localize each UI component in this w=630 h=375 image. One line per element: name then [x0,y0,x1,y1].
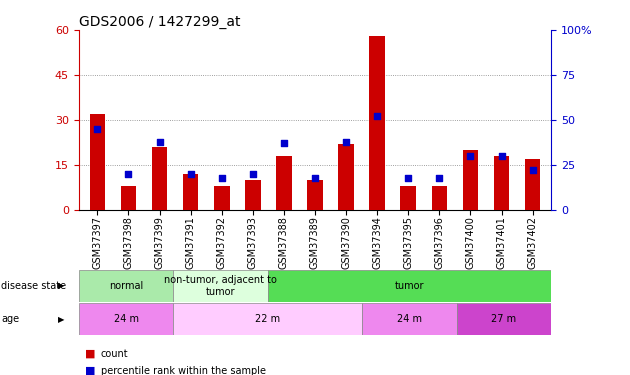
Bar [173,270,268,302]
Text: 24 m: 24 m [113,314,139,324]
Bar [525,159,541,210]
Point [248,171,258,177]
Text: percentile rank within the sample: percentile rank within the sample [101,366,266,375]
Point [527,167,537,173]
Point [434,175,444,181]
Bar [214,186,229,210]
Point [466,153,476,159]
Bar [276,156,292,210]
Bar [79,303,173,335]
Bar [307,180,323,210]
Bar [121,186,136,210]
Bar [183,174,198,210]
Point [279,140,289,146]
Bar [79,270,173,302]
Text: age: age [1,314,20,324]
Text: count: count [101,349,129,359]
Bar [173,303,362,335]
Text: GDS2006 / 1427299_at: GDS2006 / 1427299_at [79,15,240,29]
Point [310,175,320,181]
Text: non-tumor, adjacent to
tumor: non-tumor, adjacent to tumor [164,275,277,297]
Text: 22 m: 22 m [255,314,280,324]
Bar [152,147,168,210]
Text: tumor: tumor [395,281,424,291]
Point [217,175,227,181]
Bar [338,144,354,210]
Bar [268,270,551,302]
Text: 24 m: 24 m [397,314,422,324]
Bar [432,186,447,210]
Bar [401,186,416,210]
Bar [369,36,385,210]
Text: normal: normal [109,281,143,291]
Bar [494,156,509,210]
Bar [245,180,261,210]
Point [93,126,103,132]
Point [186,171,196,177]
Bar [89,114,105,210]
Bar [462,150,478,210]
Bar [457,303,551,335]
Point [496,153,507,159]
Point [341,139,351,145]
Point [372,113,382,119]
Text: ■: ■ [85,366,96,375]
Bar [362,303,457,335]
Point [123,171,134,177]
Point [403,175,413,181]
Text: ▶: ▶ [58,315,64,324]
Text: 27 m: 27 m [491,314,517,324]
Text: ■: ■ [85,349,96,359]
Text: disease state: disease state [1,281,66,291]
Point [154,139,164,145]
Text: ▶: ▶ [58,281,64,290]
